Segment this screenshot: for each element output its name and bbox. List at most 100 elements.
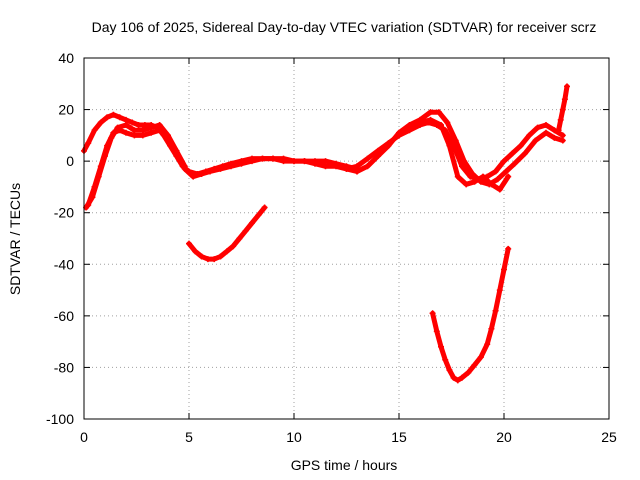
data-point (85, 140, 92, 147)
data-point (375, 152, 381, 159)
data-point (450, 374, 457, 381)
data-point (190, 173, 197, 180)
data-point (526, 132, 533, 139)
data-point (442, 356, 449, 363)
data-point (198, 253, 205, 260)
series-track-h (429, 245, 512, 384)
data-point (217, 253, 224, 260)
data-point (343, 165, 350, 172)
data-point (236, 235, 243, 242)
data-point (123, 129, 129, 136)
data-point (496, 287, 503, 294)
data-point (517, 142, 524, 149)
data-point (417, 119, 423, 126)
data-point (110, 129, 117, 136)
data-point (427, 116, 434, 123)
x-tick-label: 10 (286, 429, 302, 445)
data-point (261, 204, 268, 211)
data-point (123, 116, 129, 123)
data-point (186, 240, 192, 247)
data-point (477, 354, 484, 361)
data-point (433, 328, 440, 335)
data-point (198, 171, 205, 178)
data-point (364, 155, 371, 162)
data-point (396, 132, 402, 139)
data-point (494, 176, 501, 183)
chart-title: Day 106 of 2025, Sidereal Day-to-day VTE… (92, 19, 597, 35)
data-point (511, 160, 518, 167)
y-tick-label: 40 (58, 50, 74, 66)
y-axis-label: SDTVAR / TECUs (7, 183, 23, 295)
grid (84, 58, 609, 419)
data-point (97, 163, 104, 170)
data-point (255, 212, 262, 219)
data-point (230, 243, 237, 250)
data-point (492, 307, 499, 314)
y-tick-label: -40 (54, 256, 74, 272)
data-point (228, 163, 234, 170)
data-point (135, 122, 142, 129)
data-point (505, 173, 512, 180)
data-point (469, 171, 476, 178)
data-point (551, 134, 558, 141)
data-point (543, 122, 549, 129)
data-point (104, 142, 111, 149)
data-point (110, 111, 117, 118)
x-tick-label: 25 (601, 429, 617, 445)
data-point (438, 343, 444, 350)
series-line (83, 122, 360, 211)
data-point (97, 119, 104, 126)
data-point (238, 160, 245, 167)
x-tick-label: 15 (391, 429, 407, 445)
data-point (139, 127, 146, 134)
data-point (427, 109, 434, 116)
data-point (559, 132, 566, 139)
data-point (217, 165, 224, 172)
series-track-d (186, 204, 268, 263)
series-track-f (354, 109, 566, 188)
data-point (280, 155, 287, 162)
data-point (139, 132, 146, 139)
data-point (488, 181, 495, 188)
data-point (471, 178, 478, 185)
data-point (116, 114, 123, 121)
data-point (503, 168, 510, 175)
data-point (459, 374, 465, 381)
series-layer (81, 83, 570, 384)
axis-ticks: 0 5 10 15 20 25 -100 -80 -60 -40 -20 0 20 40 (46, 50, 617, 445)
x-tick-label: 5 (185, 429, 193, 445)
data-point (564, 83, 570, 90)
data-point (429, 310, 436, 317)
data-point (501, 158, 507, 165)
data-point (406, 124, 413, 131)
y-tick-label: 20 (58, 102, 74, 118)
data-point (438, 122, 444, 129)
data-point (471, 361, 478, 368)
data-point (555, 127, 562, 134)
y-tick-label: 0 (66, 153, 74, 169)
data-point (461, 158, 468, 165)
data-point (223, 248, 230, 255)
series-track-g (396, 116, 512, 193)
y-tick-label: -20 (54, 205, 74, 221)
data-point (322, 163, 329, 170)
data-point (91, 183, 98, 190)
data-point (322, 158, 329, 165)
data-point (211, 256, 218, 263)
y-tick-label: -60 (54, 308, 74, 324)
plot-frame (83, 57, 610, 420)
data-point (354, 168, 360, 175)
data-point (181, 163, 188, 170)
data-point (204, 256, 211, 263)
series-track-i (555, 83, 570, 134)
data-point (501, 266, 507, 273)
data-point (85, 201, 92, 208)
data-point (446, 142, 453, 149)
data-point (559, 137, 566, 144)
data-point (129, 119, 136, 126)
series-line (430, 246, 511, 383)
data-point (557, 116, 564, 123)
data-point (91, 127, 98, 134)
data-point (505, 245, 512, 252)
